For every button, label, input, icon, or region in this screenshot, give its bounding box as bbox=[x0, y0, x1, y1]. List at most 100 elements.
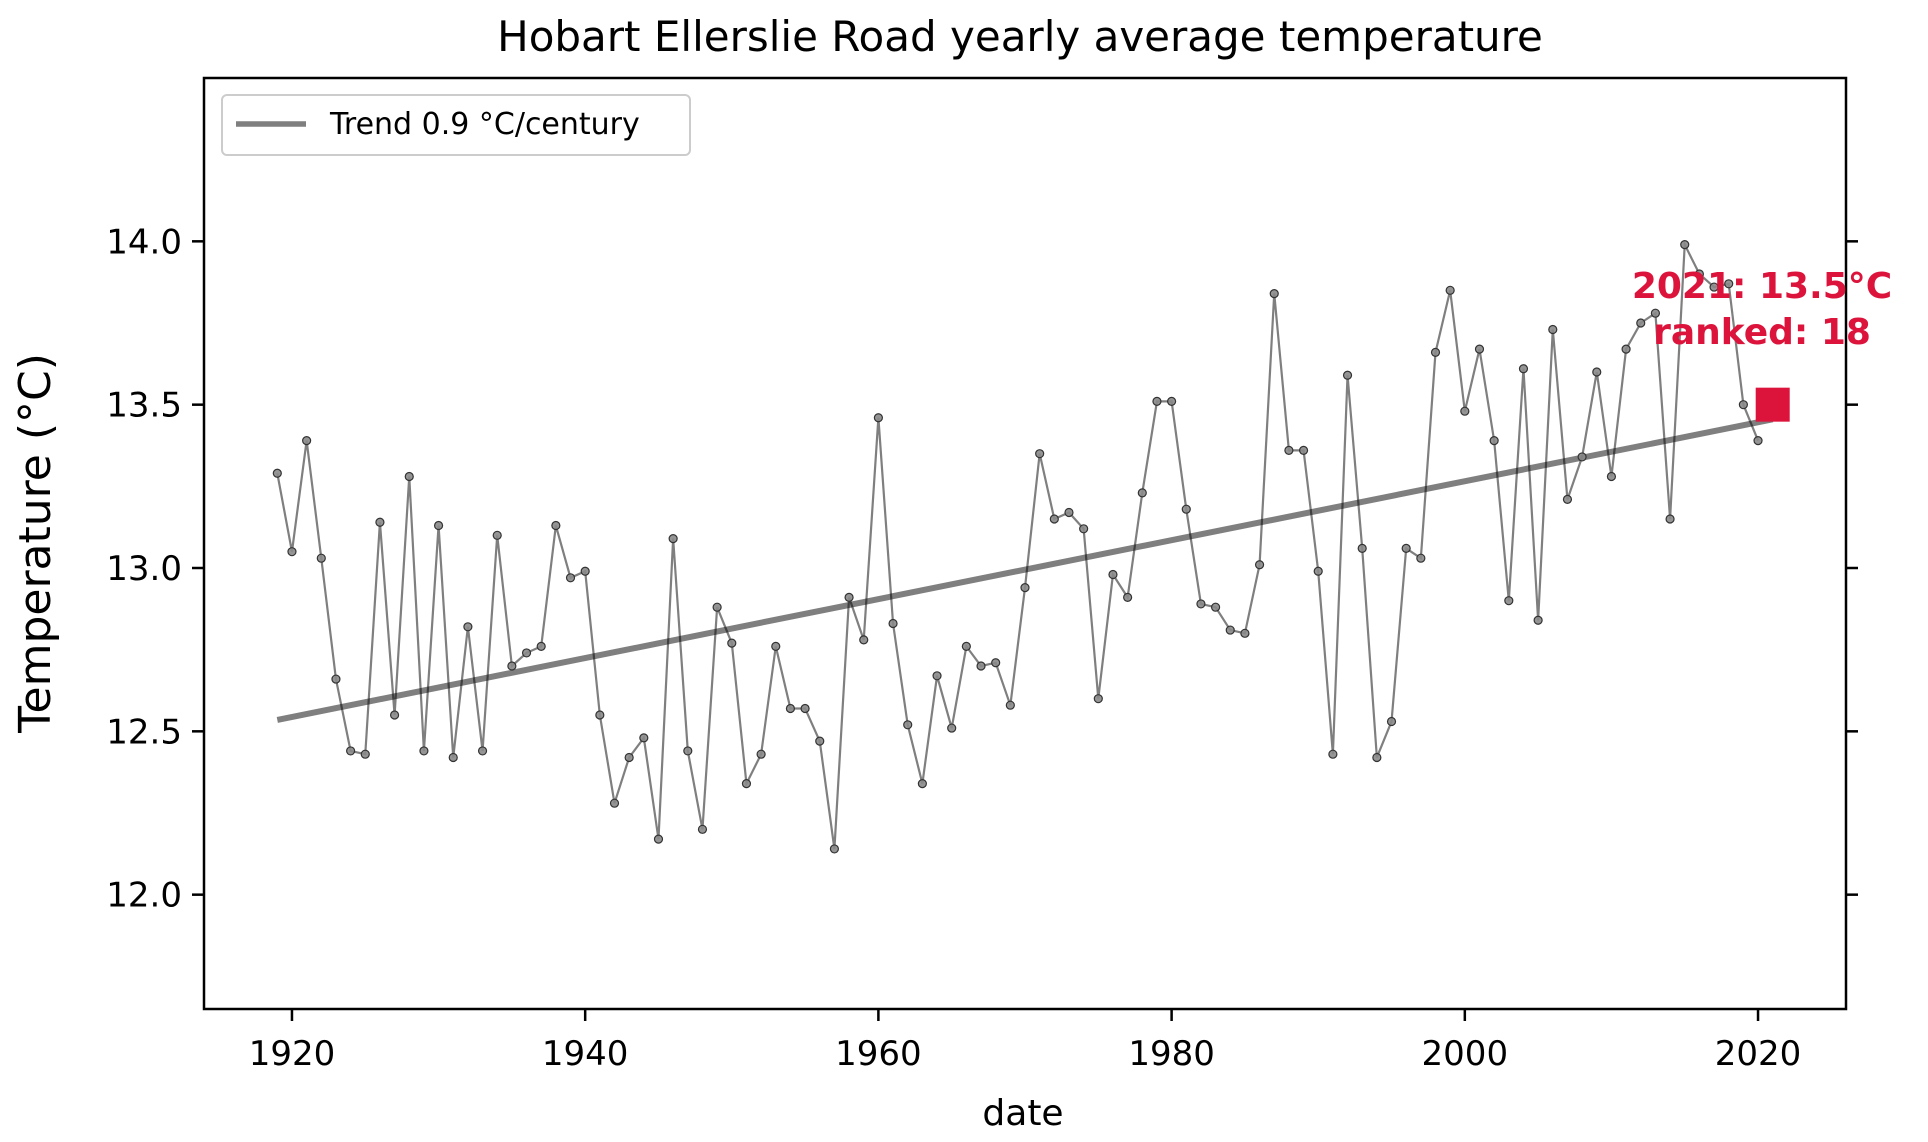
observed-point bbox=[639, 733, 649, 743]
observed-point bbox=[1562, 494, 1573, 504]
chart-title: Hobart Ellerslie Road yearly average tem… bbox=[497, 12, 1543, 61]
observed-point bbox=[1167, 396, 1177, 406]
observed-point bbox=[1181, 504, 1191, 514]
observed-point bbox=[1533, 615, 1543, 625]
observed-point bbox=[1386, 716, 1397, 727]
y-tick-label: 13.0 bbox=[106, 549, 182, 589]
observed-point bbox=[1680, 240, 1690, 250]
observed-point bbox=[302, 436, 312, 446]
observed-point bbox=[1621, 344, 1631, 354]
observed-point bbox=[1474, 344, 1485, 354]
observed-point bbox=[1093, 694, 1103, 704]
observed-point bbox=[1342, 370, 1353, 380]
observed-point bbox=[741, 778, 752, 789]
y-tick-label: 14.0 bbox=[106, 222, 182, 262]
observed-point bbox=[1665, 514, 1675, 524]
observed-point bbox=[565, 573, 576, 583]
observed-point bbox=[1606, 471, 1617, 482]
observed-point bbox=[1548, 324, 1558, 335]
observed-point bbox=[287, 547, 297, 557]
observed-point bbox=[771, 641, 781, 652]
observed-point bbox=[1694, 269, 1704, 279]
observed-point bbox=[947, 723, 957, 733]
observed-point bbox=[1753, 436, 1763, 446]
observed-point bbox=[507, 661, 517, 671]
x-tick-label: 1940 bbox=[542, 1034, 629, 1074]
observed-point bbox=[1592, 367, 1602, 377]
observed-point bbox=[492, 530, 502, 540]
observed-point bbox=[903, 720, 913, 730]
observed-point bbox=[697, 824, 708, 834]
observed-point bbox=[1240, 628, 1250, 638]
observed-point bbox=[463, 622, 473, 632]
observed-point bbox=[932, 671, 942, 681]
observed-line bbox=[276, 240, 1760, 850]
observed-point bbox=[521, 648, 532, 658]
observed-point bbox=[1724, 279, 1734, 289]
observed-point bbox=[551, 520, 561, 531]
observed-point bbox=[477, 746, 488, 756]
observed-point bbox=[873, 413, 883, 423]
legend-trend-label: Trend 0.9 °C/century bbox=[329, 107, 640, 142]
x-tick-label: 2020 bbox=[1715, 1034, 1802, 1074]
observed-point bbox=[859, 635, 869, 645]
x-tick-label: 2000 bbox=[1422, 1034, 1509, 1074]
observed-point bbox=[1636, 318, 1646, 328]
observed-point bbox=[976, 661, 986, 671]
observed-point bbox=[1196, 599, 1206, 609]
observed-point bbox=[1577, 452, 1587, 462]
trend-series bbox=[276, 416, 1774, 723]
observed-point bbox=[316, 553, 326, 563]
y-tick-label: 13.5 bbox=[106, 386, 182, 426]
observed-point bbox=[375, 517, 385, 527]
observed-point bbox=[727, 638, 737, 648]
observed-point bbox=[389, 710, 400, 720]
observed-point bbox=[360, 749, 370, 759]
observed-point bbox=[917, 778, 927, 789]
observed-point bbox=[1020, 582, 1030, 593]
legend: Trend 0.9 °C/century bbox=[221, 94, 691, 156]
observed-point bbox=[829, 844, 840, 854]
observed-point bbox=[1035, 449, 1045, 459]
observed-point bbox=[1254, 560, 1265, 570]
observed-point bbox=[609, 798, 620, 808]
y-tick-label: 12.5 bbox=[106, 712, 182, 752]
plot-area-frame bbox=[202, 76, 1848, 1011]
observed-point bbox=[991, 658, 1001, 668]
observed-point bbox=[331, 674, 341, 684]
x-axis-label: date bbox=[982, 1093, 1063, 1134]
observed-series bbox=[272, 240, 1763, 854]
observed-point bbox=[580, 566, 590, 576]
observed-point bbox=[815, 736, 825, 746]
y-tick-label: 12.0 bbox=[106, 876, 182, 916]
observed-point bbox=[1738, 400, 1748, 410]
observed-point bbox=[888, 618, 898, 629]
observed-point bbox=[404, 471, 414, 482]
observed-point bbox=[1064, 507, 1074, 518]
observed-point bbox=[1210, 602, 1221, 612]
y-axis-label: Temperature (°C) bbox=[10, 353, 61, 734]
observed-point bbox=[1123, 592, 1133, 603]
trend-line bbox=[276, 416, 1774, 723]
observed-point bbox=[800, 703, 810, 714]
observed-point bbox=[1313, 566, 1323, 576]
observed-point bbox=[1372, 752, 1382, 763]
highlight-2021: 2021: 13.5°C ranked: 18 bbox=[1632, 266, 1892, 422]
x-tick-label: 1980 bbox=[1128, 1034, 1215, 1074]
highlight-marker bbox=[1755, 387, 1790, 422]
observed-point bbox=[1489, 436, 1499, 446]
y-axis: 12.0 12.5 13.0 13.5 14.0 bbox=[106, 222, 1858, 916]
observed-point bbox=[653, 834, 664, 844]
observed-point bbox=[1005, 700, 1015, 710]
observed-point bbox=[1518, 364, 1529, 374]
observed-point bbox=[272, 468, 282, 478]
observed-point bbox=[419, 746, 429, 756]
observed-point bbox=[1137, 488, 1147, 498]
observed-point bbox=[1152, 396, 1162, 406]
observed-point bbox=[1298, 445, 1309, 455]
observed-point bbox=[844, 592, 854, 603]
observed-point bbox=[1269, 289, 1279, 299]
observed-point bbox=[756, 749, 766, 759]
observed-point bbox=[1284, 445, 1294, 455]
